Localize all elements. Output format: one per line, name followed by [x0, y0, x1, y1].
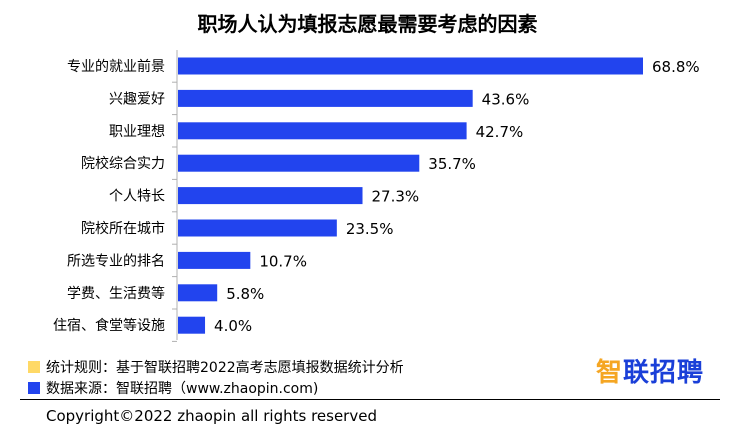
- value-label: 27.3%: [372, 188, 420, 206]
- value-label: 35.7%: [428, 155, 476, 173]
- logo-part-2: 联招聘: [623, 358, 705, 388]
- note-swatch-yellow: [28, 361, 40, 373]
- bar: [178, 57, 643, 75]
- bar: [178, 187, 363, 205]
- category-label: 个人特长: [109, 189, 165, 205]
- value-label: 42.7%: [476, 123, 524, 141]
- category-label: 兴趣爱好: [109, 91, 165, 107]
- note-stat-rule: 统计规则：基于智联招聘2022高考志愿填报数据统计分析: [28, 357, 404, 377]
- bar: [178, 251, 251, 269]
- value-label: 23.5%: [346, 220, 394, 238]
- logo-part-1: 智: [596, 358, 624, 388]
- value-label: 4.0%: [214, 317, 252, 335]
- category-label: 专业的就业前景: [67, 58, 165, 75]
- bar: [178, 284, 218, 302]
- category-label: 院校综合实力: [81, 155, 165, 172]
- footer-divider: [20, 399, 720, 400]
- category-label: 职业理想: [109, 124, 165, 140]
- copyright-text: Copyright©2022 zhaopin all rights reserv…: [46, 407, 377, 425]
- value-label: 68.8%: [652, 58, 700, 76]
- category-label: 学费、生活费等: [67, 285, 165, 302]
- chart-title: 职场人认为填报志愿最需要考虑的因素: [197, 12, 538, 36]
- bar: [178, 89, 473, 107]
- value-label: 43.6%: [482, 90, 530, 108]
- note-swatch-blue: [28, 382, 40, 394]
- value-label: 5.8%: [226, 285, 264, 303]
- bar-chart: 专业的就业前景 68.8% 兴趣爱好 43.6% 职业理想 42.7% 院校综合实力 35.7…: [53, 50, 700, 342]
- note-data-source: 数据来源：智联招聘（www.zhaopin.com): [28, 378, 318, 398]
- bar: [178, 316, 206, 334]
- note-data-source-text: 数据来源：智联招聘（www.zhaopin.com): [46, 381, 319, 397]
- zhaopin-logo: 智联招聘: [596, 352, 704, 389]
- note-stat-rule-text: 统计规则：基于智联招聘2022高考志愿填报数据统计分析: [46, 360, 404, 376]
- bar: [178, 154, 420, 172]
- bar: [178, 122, 467, 140]
- category-label: 院校所在城市: [81, 220, 165, 237]
- value-label: 10.7%: [259, 252, 307, 270]
- category-label: 住宿、食堂等设施: [53, 317, 165, 334]
- category-label: 所选专业的排名: [67, 253, 165, 269]
- bar: [178, 219, 337, 237]
